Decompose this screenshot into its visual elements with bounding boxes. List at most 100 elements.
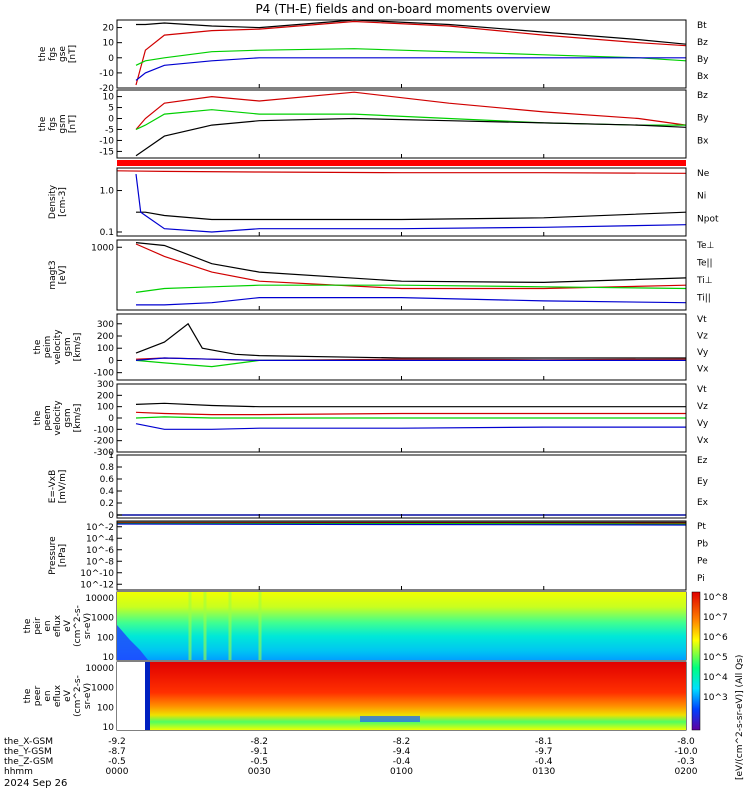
ytick-label-pressure-5: 10^-12 [80, 580, 114, 590]
mode-bar [117, 160, 686, 166]
ytick-label-efield-5: 0 [108, 511, 114, 521]
series-fgs_gse-By [135, 48, 687, 66]
series-temperature-Te|| [135, 242, 687, 284]
panel-fgs_gse: Bt Bz By Bx 20 10 0 -10 -20 thefgsgse[nT] [38, 19, 709, 94]
legend-fgs_gsm-2: Bx [697, 136, 709, 146]
legend-peim_velocity-3: Vx [697, 365, 709, 375]
footer-row-label-1: the_Y-GSM [4, 747, 52, 757]
ytick-label-pressure-0: 10^-2 [86, 523, 114, 533]
legend-pressure-2: Pe [697, 557, 708, 567]
footer-value-1-2: -9.4 [393, 747, 411, 757]
legend-temperature-3: Ti|| [696, 294, 711, 304]
ytick-label-fgs_gse-1: 10 [103, 39, 115, 49]
legend-fgs_gse-0: Bt [697, 21, 707, 31]
footer-value-0-3: -8.1 [535, 737, 553, 747]
legend-fgs_gsm-0: Bz [697, 91, 708, 101]
ytick-label-efield-3: 0.4 [100, 487, 115, 497]
colorbar: 10^8 10^7 10^6 10^5 10^4 10^3 [eV/(cm^2-… [691, 591, 745, 780]
cbar-label-5: 10^4 [703, 673, 728, 683]
ytick-label-peem_velocity-1: 200 [97, 391, 114, 401]
series-pressure-Pb [116, 522, 687, 524]
series-peem_velocity-Vy [135, 416, 686, 419]
legend-density-1: Ni [697, 192, 706, 202]
cbar-label-6: 10^3 [703, 693, 728, 703]
ytick-label-efield-1: 0.8 [100, 463, 115, 473]
panel-pressure: Pt Pb Pe Pi 10^-210^-4 10^-610^-8 10^-1010^-12… [48, 520, 708, 591]
frame-peim_velocity [116, 313, 687, 381]
legend-peem_velocity-3: Vx [697, 436, 709, 446]
peir-spectrogram [117, 592, 686, 660]
ytick-label-peem_velocity-3: 0 [108, 414, 114, 424]
footer-value-0-1: -8.2 [250, 737, 268, 747]
ytick-label-fgs_gsm-3: -5 [105, 125, 114, 135]
ytick-label-peem_velocity-5: -200 [94, 437, 115, 447]
series-peim_velocity-Vx [135, 357, 686, 361]
ytick-label-peim_velocity-3: 0 [108, 356, 114, 366]
frame-fgs_gse [116, 19, 687, 89]
ytick-label-efield-2: 0.6 [100, 475, 115, 485]
legend-efield-1: Ey [697, 477, 709, 487]
series-fgs_gsm-Bz [135, 91, 687, 130]
series-temperature-Te⊥ [135, 243, 687, 290]
ytick-label-peer_eflux-0: 10000 [85, 664, 114, 674]
footer-value-3-0: 0000 [106, 767, 129, 777]
ytick-label-fgs_gsm-1: 5 [108, 104, 114, 114]
footer-row-label-3: hhmm [4, 767, 33, 777]
legend-peem_velocity-0: Vt [697, 385, 707, 395]
series-density-Ne [116, 170, 687, 174]
frame-efield [116, 454, 687, 519]
ytick-label-peim_velocity-4: -100 [94, 369, 115, 379]
footer-value-0-4: -8.0 [677, 737, 695, 747]
colorbar-title: [eV/(cm^2-s-sr-eV)] (All Qs) [735, 655, 745, 780]
plot-title: P4 (TH-E) fields and on-board moments ov… [255, 2, 550, 16]
ytick-label-density-1: 0.1 [100, 228, 114, 238]
legend-pressure-3: Pi [697, 574, 705, 584]
legend-peim_velocity-0: Vt [697, 315, 707, 325]
series-fgs_gsm-Bx [135, 117, 687, 157]
ylabel-peir_eflux: thepeirenefluxeV(cm^2-s-sr-eV) [23, 605, 93, 647]
ytick-label-fgs_gse-2: 0 [108, 54, 114, 64]
cbar-label-1: 10^8 [703, 593, 728, 603]
footer-value-2-3: -0.4 [535, 757, 553, 767]
ytick-label-peir_eflux-0: 10000 [85, 594, 114, 604]
legend-temperature-0: Te⊥ [696, 241, 715, 251]
footer-value-3-1: 0030 [248, 767, 271, 777]
panels: BtBzByBx20100-10-20thefgsgse[nT]BzByBx10… [23, 19, 719, 733]
series-temperature-Ti|| [135, 284, 687, 293]
series-density-Npot [135, 174, 687, 233]
panel-peim_velocity: Vt Vz Vy Vx 300 200 100 0 -100 thepeimvelocitygsm… [33, 313, 709, 381]
ytick-label-peim_velocity-1: 200 [97, 332, 114, 342]
ytick-label-peer_eflux-1: 1000 [91, 684, 114, 694]
frame-temperature [116, 239, 687, 311]
ytick-label-fgs_gsm-4: -10 [99, 136, 114, 146]
ytick-label-peer_eflux-2: 100 [97, 703, 114, 713]
panel-efield: Ez Ey Ex 1 0.8 0.6 0.4 0.2 0 E=-VxB[mV/m] [48, 451, 709, 521]
ytick-label-fgs_gsm-0: 10 [103, 93, 115, 103]
footer-value-0-2: -8.2 [393, 737, 411, 747]
legend-fgs_gse-2: By [697, 55, 709, 65]
ytick-label-peir_eflux-2: 100 [97, 633, 114, 643]
series-fgs_gse-Bt [136, 19, 687, 45]
ytick-label-peem_velocity-4: -100 [94, 425, 115, 435]
ytick-label-density-0: 1.0 [100, 187, 115, 197]
legend-density-0: Ne [697, 169, 710, 179]
series-peem_velocity-Vt [135, 402, 686, 408]
legend-pressure-0: Pt [697, 522, 706, 532]
legend-density-2: Npot [697, 214, 719, 224]
ylabel-pressure: Pressure[nPa] [48, 536, 68, 575]
ytick-label-fgs_gsm-5: -15 [99, 147, 114, 157]
series-fgs_gse-Bx [135, 57, 686, 81]
ytick-label-pressure-3: 10^-8 [86, 557, 114, 567]
series-peim_velocity-Vt [135, 322, 686, 359]
footer-value-3-3: 0130 [532, 767, 555, 777]
frame-pressure [116, 520, 687, 591]
series-pressure-Pe [116, 522, 687, 525]
ytick-label-fgs_gse-0: 20 [103, 24, 115, 34]
ytick-label-fgs_gse-4: -20 [99, 84, 114, 94]
legend-peem_velocity-1: Vz [697, 402, 708, 412]
panel-temperature: Te⊥ Te|| Ti⊥ Ti|| 1000 magt3[eV] [48, 239, 715, 311]
ylabel-efield: E=-VxB[mV/m] [48, 470, 68, 504]
